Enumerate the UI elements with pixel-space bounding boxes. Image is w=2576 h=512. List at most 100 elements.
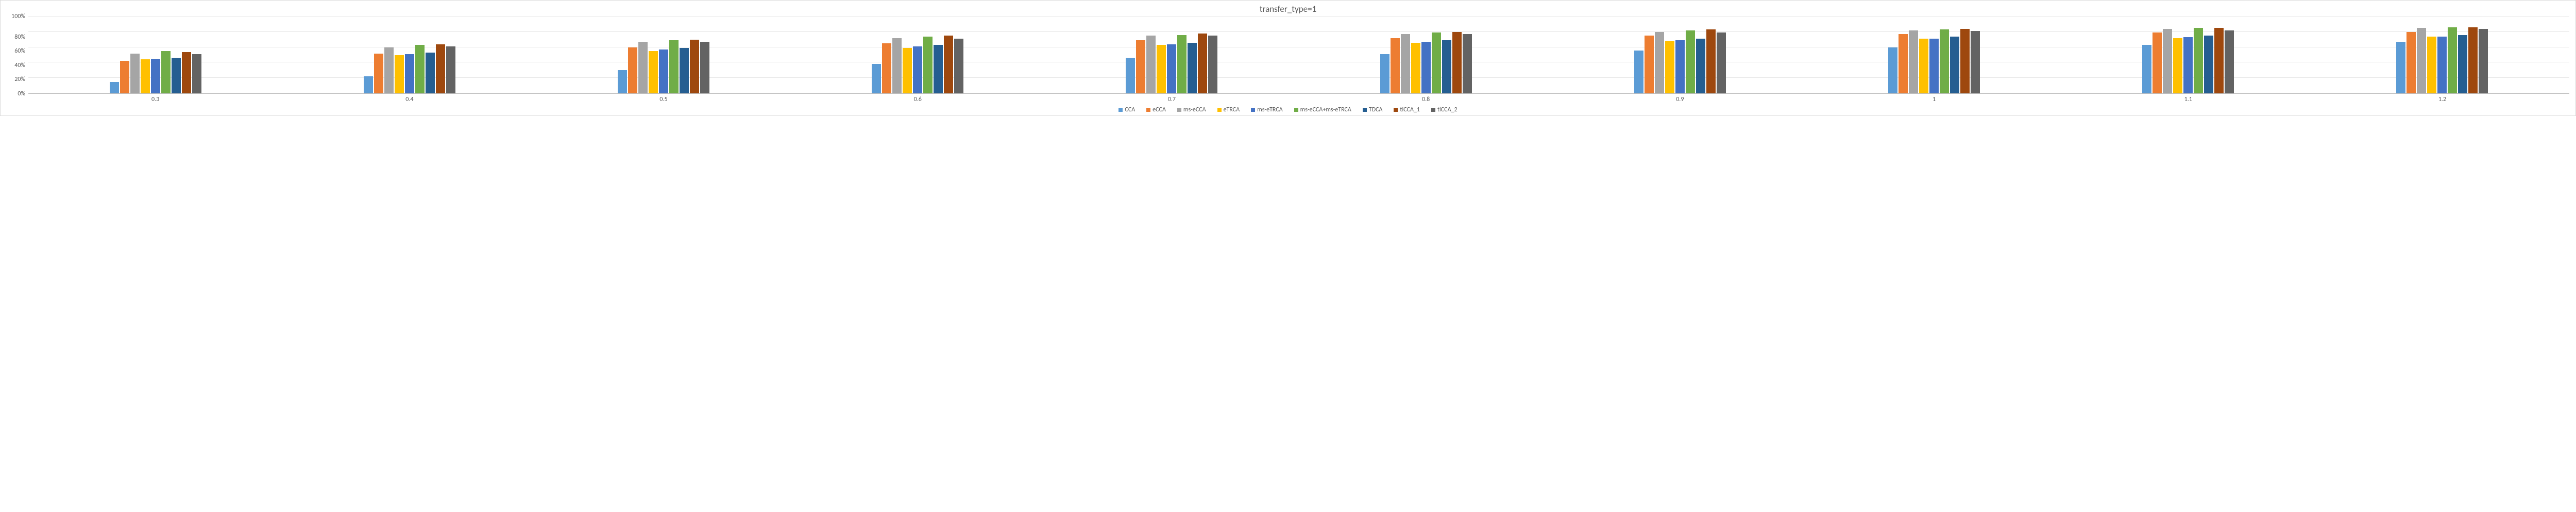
bar	[1146, 36, 1156, 93]
plot-row: 100%80%60%40%20%0%	[7, 16, 2569, 94]
bar	[2448, 27, 2457, 93]
bar	[1929, 39, 1939, 93]
bar	[882, 43, 891, 93]
bar	[141, 59, 150, 93]
bar	[2479, 29, 2488, 93]
bar-group	[2315, 16, 2569, 93]
bar	[374, 54, 383, 93]
y-tick-label: 20%	[14, 76, 25, 82]
legend-item: ms-eCCA	[1177, 106, 1206, 113]
legend-swatch	[1363, 108, 1367, 112]
bar	[2142, 45, 2151, 93]
legend-item: eTRCA	[1217, 106, 1240, 113]
bar-group	[1299, 16, 1553, 93]
bar	[384, 47, 394, 93]
legend-item: ms-eCCA+ms-eTRCA	[1294, 106, 1351, 113]
bar	[172, 58, 181, 93]
bar	[1188, 43, 1197, 93]
bar	[2214, 28, 2224, 93]
bar	[110, 82, 119, 93]
bar	[2458, 35, 2467, 93]
bar	[2468, 27, 2478, 93]
legend-label: eCCA	[1153, 106, 1166, 113]
bar	[2194, 28, 2203, 93]
bar	[415, 45, 425, 93]
bar	[934, 45, 943, 93]
bar	[1950, 37, 1959, 93]
legend-swatch	[1146, 108, 1150, 112]
bar	[649, 51, 658, 93]
legend-swatch	[1118, 108, 1123, 112]
bar	[903, 48, 912, 93]
bar	[1432, 32, 1441, 93]
x-tick-label: 1.1	[2061, 96, 2315, 103]
bar	[1655, 32, 1664, 93]
bar	[446, 46, 455, 93]
bar	[426, 53, 435, 93]
x-tick-label: 0.4	[282, 96, 536, 103]
bar	[161, 51, 171, 93]
plot-area	[28, 16, 2569, 94]
bar	[2225, 30, 2234, 93]
bar	[913, 46, 922, 93]
bar-group	[1553, 16, 1807, 93]
legend-label: tlCCA_2	[1437, 106, 1458, 113]
bar	[1888, 47, 1897, 93]
legend-item: tlCCA_1	[1394, 106, 1420, 113]
bar	[1442, 40, 1451, 93]
bar-group	[1045, 16, 1299, 93]
legend-swatch	[1294, 108, 1298, 112]
y-tick-label: 0%	[18, 91, 25, 97]
chart-container: transfer_type=1 100%80%60%40%20%0% 0.30.…	[0, 0, 2576, 116]
bar	[1198, 34, 1207, 93]
legend-label: eTRCA	[1224, 106, 1240, 113]
bar	[1706, 29, 1716, 93]
bar	[1899, 34, 1908, 93]
bar	[2163, 29, 2172, 93]
bar	[1411, 43, 1420, 93]
bar	[1452, 32, 1462, 93]
bar	[1380, 54, 1389, 93]
bar	[1919, 39, 1928, 93]
bar	[628, 47, 637, 93]
bar	[151, 59, 160, 93]
legend-item: eCCA	[1146, 106, 1166, 113]
bar	[2173, 38, 2182, 93]
legend-item: TDCA	[1363, 106, 1383, 113]
bar	[2183, 37, 2193, 93]
x-tick-label: 0.5	[536, 96, 790, 103]
bar	[1971, 31, 1980, 93]
bar	[2427, 37, 2436, 93]
bar	[954, 39, 963, 93]
bar	[2204, 36, 2213, 93]
bar	[1126, 58, 1135, 93]
bar	[2417, 28, 2426, 93]
bar-group	[28, 16, 282, 93]
bar-group	[282, 16, 536, 93]
legend-swatch	[1251, 108, 1255, 112]
bar	[1686, 30, 1695, 93]
bar	[690, 40, 699, 93]
bar	[1717, 32, 1726, 93]
bar	[1208, 36, 1217, 93]
bar	[395, 55, 404, 94]
x-tick-label: 0.6	[791, 96, 1045, 103]
bar	[618, 70, 627, 93]
bar	[1136, 40, 1145, 93]
bar	[1463, 34, 1472, 93]
bar	[659, 49, 668, 93]
y-tick-label: 60%	[14, 48, 25, 54]
bar	[436, 44, 445, 93]
bar	[1177, 35, 1187, 93]
bar	[1665, 41, 1674, 93]
bar	[2437, 37, 2447, 93]
bar	[1960, 29, 1970, 93]
bar	[944, 36, 953, 93]
legend-label: TDCA	[1369, 106, 1383, 113]
bar	[1675, 40, 1685, 93]
bar-group	[536, 16, 790, 93]
bar	[182, 52, 191, 93]
legend-label: ms-eCCA+ms-eTRCA	[1300, 106, 1351, 113]
x-tick-label: 0.3	[28, 96, 282, 103]
x-axis: 0.30.40.50.60.70.80.911.11.2	[28, 96, 2569, 103]
